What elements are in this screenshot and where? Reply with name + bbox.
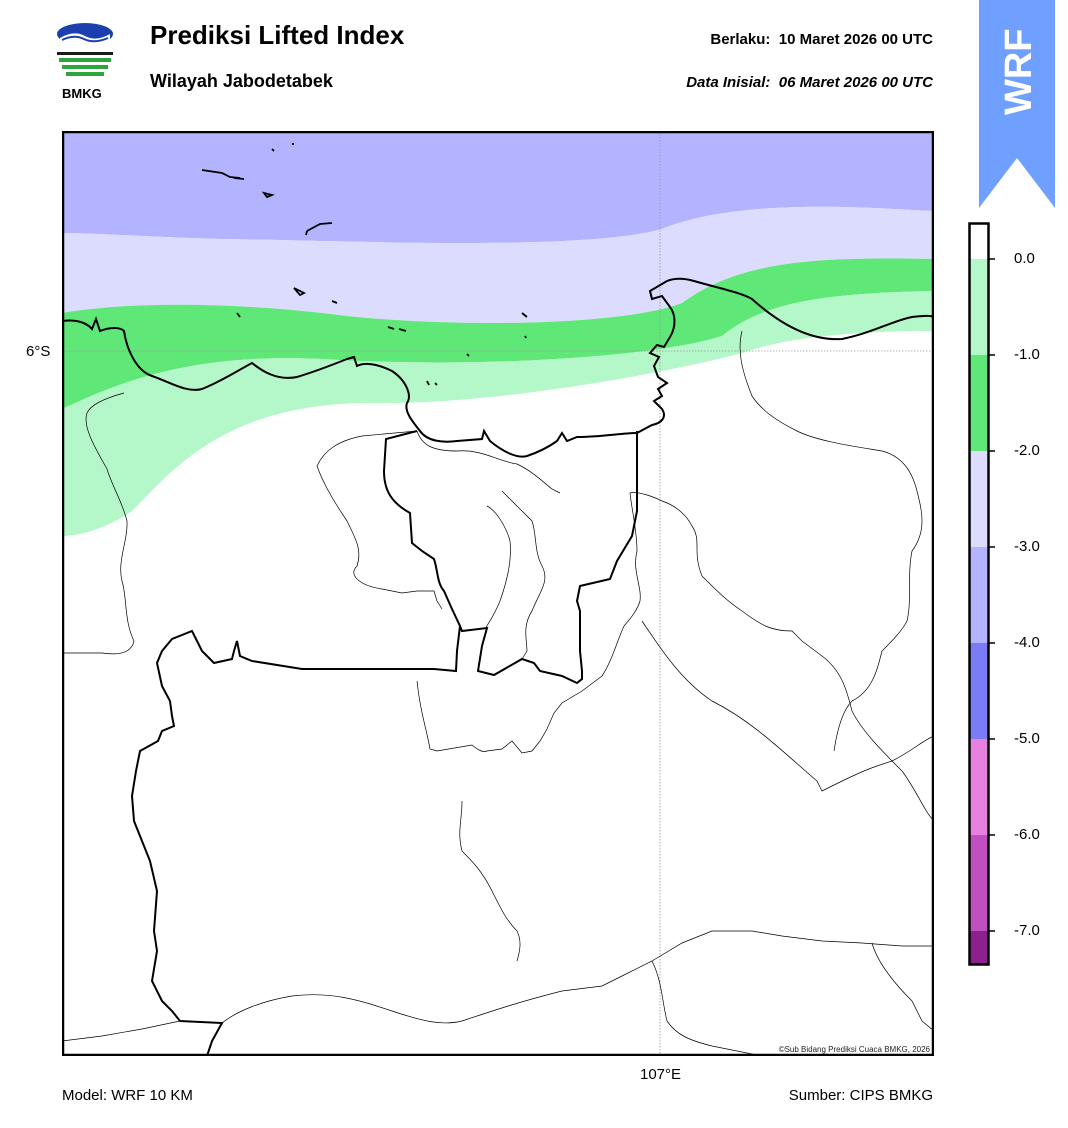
colorbar-segment — [970, 259, 988, 355]
map-frame — [62, 131, 934, 1056]
colorbar-label: 0.0 — [1014, 250, 1035, 267]
valid-label: Berlaku: — [710, 31, 771, 48]
band-minus2-3 — [62, 206, 934, 324]
lat-label: 6°S — [26, 343, 51, 360]
colorbar-label: -2.0 — [1014, 442, 1040, 459]
colorbar-segment — [970, 547, 988, 643]
colorbar-label: -3.0 — [1014, 538, 1040, 555]
valid-value: 10 Maret 2026 00 UTC — [778, 31, 933, 48]
colorbar-label: -5.0 — [1014, 730, 1040, 747]
colorbar-label: -4.0 — [1014, 634, 1040, 651]
coastline — [62, 277, 934, 458]
logo-text: BMKG — [62, 86, 102, 101]
colorbar-label: -6.0 — [1014, 826, 1040, 843]
colorbar-label: -7.0 — [1014, 922, 1040, 939]
source-text: Sumber: CIPS BMKG — [788, 1087, 933, 1104]
colorbar-segment — [970, 643, 988, 739]
wrf-badge: WRF — [979, 0, 1055, 208]
model-text: Model: WRF 10 KM — [62, 1087, 193, 1104]
islands — [201, 143, 528, 386]
band-minus1-2 — [62, 258, 934, 409]
colorbar-label: -1.0 — [1014, 346, 1040, 363]
copyright-text: ©Sub Bidang Prediksi Cuaca BMKG, 2026 — [778, 1045, 930, 1054]
valid-time: Berlaku: 10 Maret 2026 00 UTC — [710, 31, 933, 48]
province-boundary — [130, 430, 638, 1056]
init-label: Data Inisial: — [686, 74, 771, 91]
colorbar-segment — [970, 451, 988, 547]
colorbar — [968, 222, 995, 966]
lon-label: 107°E — [640, 1066, 682, 1083]
colorbar-segment — [970, 835, 988, 931]
map-subtitle: Wilayah Jabodetabek — [150, 71, 333, 91]
band-0-1 — [62, 291, 934, 536]
init-value: 06 Maret 2026 00 UTC — [778, 74, 933, 91]
forecast-map — [62, 131, 934, 1056]
district-boundaries — [62, 330, 934, 1056]
wrf-badge-text: WRF — [998, 28, 1040, 115]
bmkg-logo-icon — [57, 23, 113, 76]
band-minus3-4 — [62, 131, 934, 243]
colorbar-segment — [970, 931, 988, 964]
map-title: Prediksi Lifted Index — [150, 20, 405, 50]
colorbar-segment — [970, 224, 988, 259]
colorbar-segment — [970, 355, 988, 451]
init-time: Data Inisial: 06 Maret 2026 00 UTC — [686, 74, 933, 91]
colorbar-segment — [970, 739, 988, 835]
